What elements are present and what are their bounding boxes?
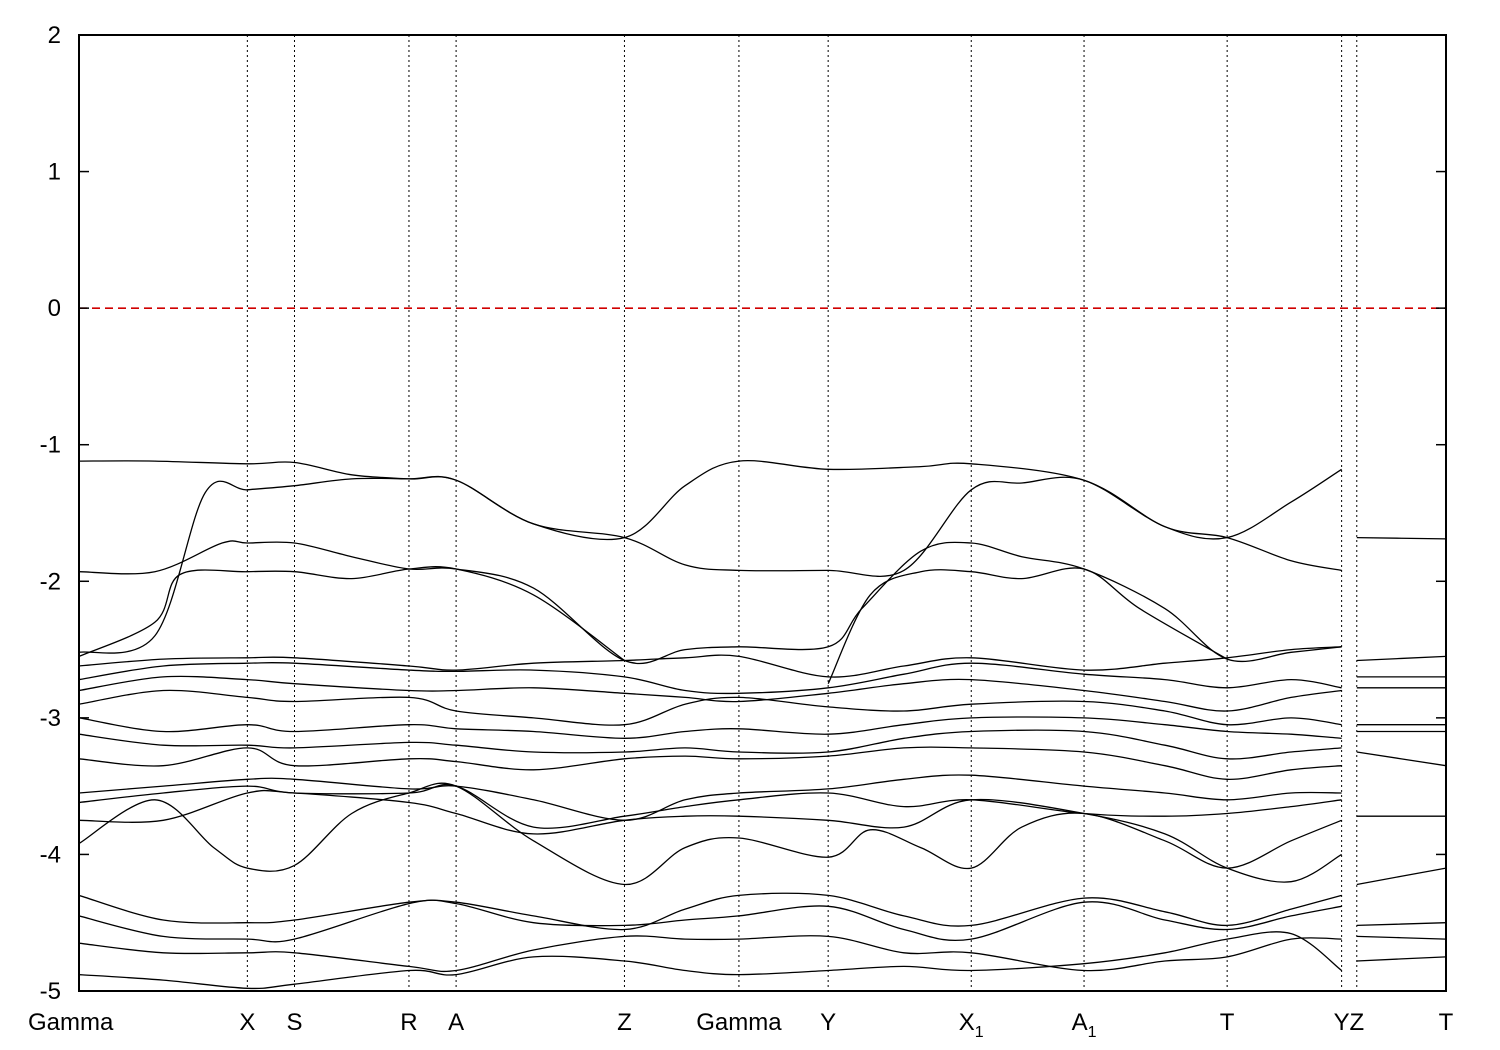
band-line-8 (79, 689, 1342, 726)
y-tick-label: 0 (48, 295, 61, 322)
y-tick-label: 1 (48, 159, 61, 186)
band-line-19 (79, 931, 1342, 990)
band-line-29 (1356, 922, 1446, 927)
band-line-5 (79, 646, 1342, 678)
band-line-11 (79, 746, 1342, 780)
band-line-4 (827, 567, 1228, 684)
x-tick-label: Z (617, 1009, 632, 1036)
x-tick-label: R (400, 1009, 417, 1036)
band-line-1 (79, 475, 1342, 654)
y-tick-label: -4 (40, 841, 61, 868)
band-line-10 (79, 729, 1342, 760)
y-tick-label: -1 (40, 432, 61, 459)
y-tick-label: -5 (40, 978, 61, 1005)
x-axis: Gamma X S R A Z Gamma Y X1 A1 T Y Z T (28, 1009, 1454, 1041)
band-line-31 (1356, 956, 1446, 962)
band-line-9 (79, 716, 1342, 739)
y-axis: 2 1 0 -1 -2 -3 -4 -5 (40, 22, 1446, 1005)
x-tick-label: T (1220, 1009, 1235, 1036)
band-line-18 (79, 935, 1342, 973)
x-tick-label: Gamma (28, 1009, 114, 1036)
x-tick-label: S (286, 1009, 302, 1036)
x-tick-label: Y (820, 1009, 836, 1036)
band-line-16 (79, 892, 1342, 931)
x-tick-label: A (448, 1009, 464, 1036)
band-line-28 (1356, 867, 1446, 886)
x-tick-label: Gamma (696, 1009, 782, 1036)
band-line-0 (79, 459, 1342, 541)
plot-frame (78, 34, 1447, 992)
band-line-14 (79, 789, 1342, 883)
x-tick-label: T (1439, 1009, 1454, 1036)
band-line-21 (1356, 655, 1446, 662)
x-tick-label: X1 (959, 1009, 984, 1041)
high-symmetry-lines (246, 35, 1358, 991)
band-line-17 (79, 899, 1342, 943)
band-lines (79, 459, 1446, 990)
band-line-26 (1356, 751, 1446, 767)
band-line-2 (79, 540, 1342, 665)
band-line-6 (79, 661, 1342, 695)
x-tick-label: X (239, 1009, 255, 1036)
band-line-30 (1356, 935, 1446, 940)
x-tick-label: Y (1334, 1009, 1350, 1036)
x-tick-label: Z (1349, 1009, 1364, 1036)
band-line-20 (1356, 536, 1446, 540)
band-line-7 (79, 675, 1342, 712)
band-line-12 (79, 774, 1342, 821)
x-tick-label: A1 (1072, 1009, 1097, 1041)
band-line-15 (79, 782, 1342, 886)
y-tick-label: -2 (40, 568, 61, 595)
y-tick-label: 2 (48, 22, 61, 49)
band-line-3 (79, 566, 625, 662)
y-tick-label: -3 (40, 705, 61, 732)
